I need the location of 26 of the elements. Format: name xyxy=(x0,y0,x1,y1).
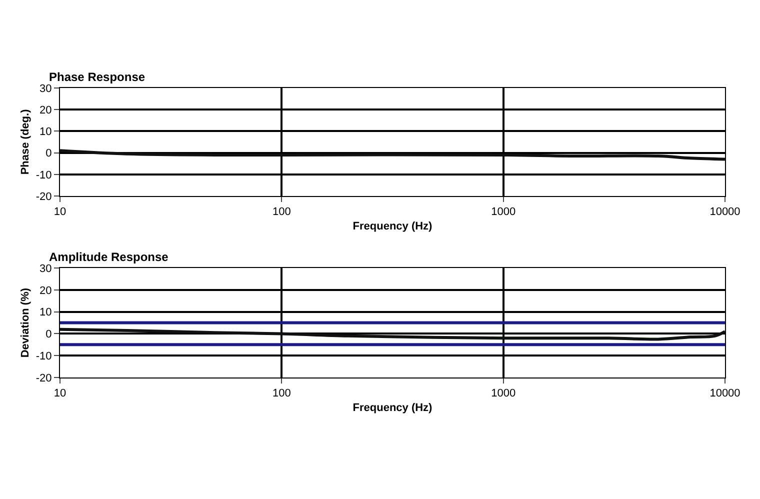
y-tick-label: 30 xyxy=(40,82,52,95)
x-tick-label: 10 xyxy=(54,388,66,400)
x-tick-label: 10000 xyxy=(710,388,740,400)
y-axis-title: Phase (deg.) xyxy=(20,108,32,175)
y-tick-label: -20 xyxy=(36,372,52,384)
x-tick-label: 10 xyxy=(54,206,66,218)
y-tick-label: 20 xyxy=(40,284,52,297)
chart-title: Phase Response xyxy=(49,70,146,84)
y-tick-label: 10 xyxy=(40,306,52,319)
x-tick-label: 1000 xyxy=(491,206,516,218)
x-tick-label: 100 xyxy=(272,206,291,218)
y-tick-label: -20 xyxy=(36,190,52,203)
x-tick-label: 10000 xyxy=(710,206,740,218)
y-tick-label: 20 xyxy=(40,104,52,116)
x-axis-title: Frequency (Hz) xyxy=(352,402,433,414)
y-tick-label: 30 xyxy=(40,262,52,275)
y-tick-label: 10 xyxy=(40,126,52,138)
y-tick-label: 0 xyxy=(46,148,52,160)
y-tick-label: 0 xyxy=(46,328,52,341)
x-tick-label: 100 xyxy=(272,388,291,400)
y-tick-label: -10 xyxy=(36,169,52,182)
y-axis-title: Deviation (%) xyxy=(20,288,32,358)
y-tick-label: -10 xyxy=(36,350,52,362)
x-axis-title: Frequency (Hz) xyxy=(352,220,433,232)
chart-title: Amplitude Response xyxy=(49,250,169,264)
x-tick-label: 1000 xyxy=(491,388,516,400)
